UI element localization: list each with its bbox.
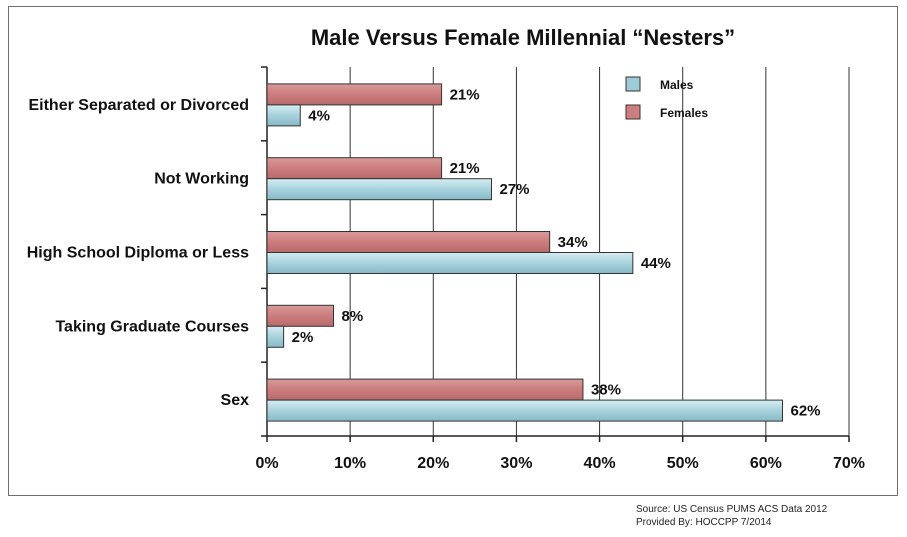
label-layer: 0% 10% 20% 30% 40% 50% 60% 70% Either Separated … [27, 86, 865, 472]
bar-females-4 [266, 378, 584, 401]
provided-by-note: Provided By: HOCCPP 7/2014 [636, 517, 772, 528]
x-tick-label-40: 40% [584, 455, 616, 472]
category-label-2: High School Diploma or Less [27, 245, 249, 262]
bar-males-0 [266, 104, 301, 127]
bar-males-4 [266, 399, 783, 422]
bar-males-2 [266, 252, 634, 274]
x-tick-label-30: 30% [500, 455, 532, 472]
data-label-females-2: 34% [558, 234, 588, 251]
x-tick-label-10: 10% [334, 455, 366, 472]
chart-svg: Male Versus Female Millennial “Nesters” … [27, 25, 865, 472]
data-label-males-0: 4% [308, 107, 330, 124]
category-label-4: Sex [221, 392, 250, 409]
bar-females-0 [266, 83, 443, 106]
x-tick-label-60: 60% [750, 455, 782, 472]
data-label-males-4: 62% [790, 403, 820, 420]
bar-females-1 [266, 157, 443, 180]
bar-layer [266, 83, 783, 422]
source-note: Source: US Census PUMS ACS Data 2012 [636, 504, 828, 515]
x-tick-label-50: 50% [667, 455, 699, 472]
category-label-3: Taking Graduate Courses [55, 318, 249, 335]
legend-swatch-females [625, 104, 641, 120]
legend: Males Females [625, 76, 708, 120]
category-label-0: Either Separated or Divorced [28, 97, 249, 114]
legend-swatch-males [625, 76, 641, 92]
legend-label-males: Males [660, 78, 694, 92]
data-label-females-3: 8% [342, 308, 364, 325]
bar-males-3 [266, 325, 285, 348]
chart-frame: Male Versus Female Millennial “Nesters” … [8, 6, 898, 496]
x-tick-label-20: 20% [417, 455, 449, 472]
data-label-females-4: 38% [591, 382, 621, 399]
data-label-males-2: 44% [641, 255, 671, 272]
bar-females-2 [266, 231, 551, 253]
x-tick-label-70: 70% [833, 455, 865, 472]
chart-title: Male Versus Female Millennial “Nesters” [311, 25, 735, 50]
category-label-1: Not Working [154, 171, 249, 188]
data-label-males-1: 27% [499, 181, 529, 198]
x-tick-label-0: 0% [255, 455, 278, 472]
data-label-females-1: 21% [450, 160, 480, 177]
bar-females-3 [266, 304, 335, 327]
bar-males-1 [266, 178, 492, 201]
legend-label-females: Females [660, 106, 708, 120]
data-label-females-0: 21% [450, 86, 480, 103]
data-label-males-3: 2% [292, 329, 314, 346]
grid-layer [261, 66, 850, 442]
